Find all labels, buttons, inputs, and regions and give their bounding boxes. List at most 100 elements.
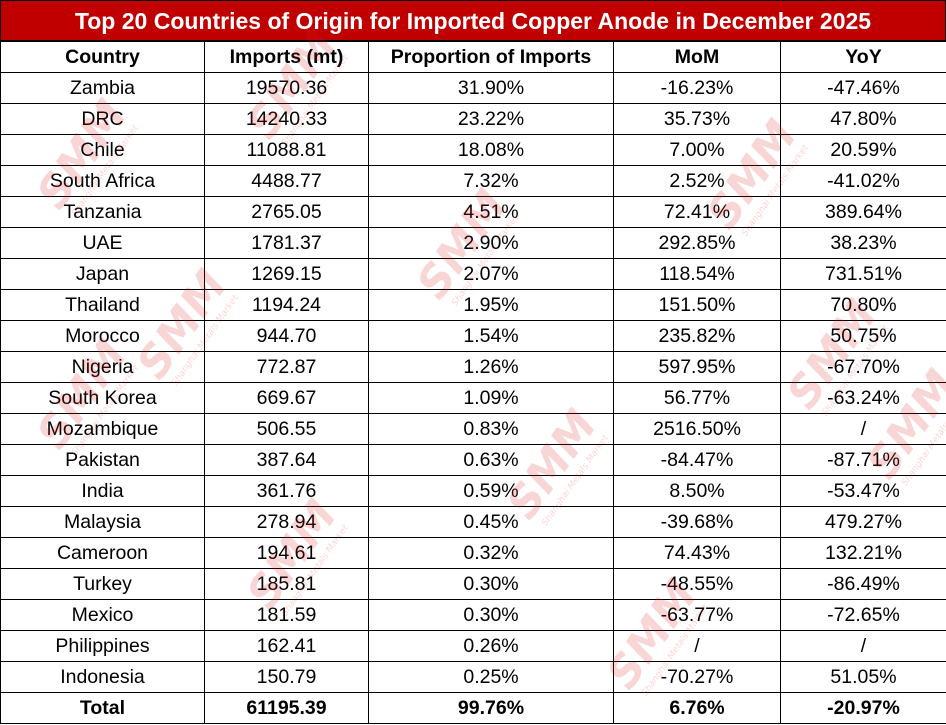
cell-proportion: 7.32% xyxy=(368,165,614,197)
total-mom: 6.76% xyxy=(613,692,781,724)
table-row: Tanzania 2765.05 4.51% 72.41% 389.64% xyxy=(0,196,946,228)
cell-country: Thailand xyxy=(0,289,205,321)
cell-mom: -63.77% xyxy=(613,599,781,631)
cell-mom: 7.00% xyxy=(613,134,781,166)
cell-yoy: 132.21% xyxy=(780,537,946,569)
cell-imports: 4488.77 xyxy=(204,165,369,197)
cell-mom: 2516.50% xyxy=(613,413,781,445)
table-row: UAE 1781.37 2.90% 292.85% 38.23% xyxy=(0,227,946,259)
cell-imports: 361.76 xyxy=(204,475,369,507)
cell-country: Cameroon xyxy=(0,537,205,569)
cell-country: Mexico xyxy=(0,599,205,631)
cell-yoy: / xyxy=(780,630,946,662)
cell-imports: 506.55 xyxy=(204,413,369,445)
cell-proportion: 1.09% xyxy=(368,382,614,414)
cell-proportion: 0.32% xyxy=(368,537,614,569)
cell-proportion: 0.45% xyxy=(368,506,614,538)
cell-mom: -84.47% xyxy=(613,444,781,476)
cell-proportion: 23.22% xyxy=(368,103,614,135)
cell-imports: 2765.05 xyxy=(204,196,369,228)
table-row: Cameroon 194.61 0.32% 74.43% 132.21% xyxy=(0,537,946,569)
cell-country: Chile xyxy=(0,134,205,166)
total-label: Total xyxy=(0,692,205,724)
cell-proportion: 31.90% xyxy=(368,72,614,104)
cell-imports: 669.67 xyxy=(204,382,369,414)
cell-country: Japan xyxy=(0,258,205,290)
cell-imports: 1781.37 xyxy=(204,227,369,259)
cell-proportion: 0.30% xyxy=(368,599,614,631)
cell-mom: 56.77% xyxy=(613,382,781,414)
cell-mom: 74.43% xyxy=(613,537,781,569)
cell-yoy: -47.46% xyxy=(780,72,946,104)
cell-proportion: 0.59% xyxy=(368,475,614,507)
cell-proportion: 1.54% xyxy=(368,320,614,352)
total-imports: 61195.39 xyxy=(204,692,369,724)
data-table: Country Imports (mt) Proportion of Impor… xyxy=(0,41,946,724)
cell-yoy: 51.05% xyxy=(780,661,946,693)
cell-mom: -39.68% xyxy=(613,506,781,538)
table-row: DRC 14240.33 23.22% 35.73% 47.80% xyxy=(0,103,946,135)
cell-proportion: 2.07% xyxy=(368,258,614,290)
cell-yoy: 47.80% xyxy=(780,103,946,135)
cell-country: Turkey xyxy=(0,568,205,600)
table-row: Japan 1269.15 2.07% 118.54% 731.51% xyxy=(0,258,946,290)
cell-imports: 11088.81 xyxy=(204,134,369,166)
column-header-mom: MoM xyxy=(613,41,781,73)
cell-mom: 292.85% xyxy=(613,227,781,259)
cell-proportion: 2.90% xyxy=(368,227,614,259)
table-body: Zambia 19570.36 31.90% -16.23% -47.46% DRC 142… xyxy=(0,72,946,693)
cell-yoy: 479.27% xyxy=(780,506,946,538)
table-row: Chile 11088.81 18.08% 7.00% 20.59% xyxy=(0,134,946,166)
column-header-imports: Imports (mt) xyxy=(204,41,369,73)
cell-yoy: 50.75% xyxy=(780,320,946,352)
cell-imports: 772.87 xyxy=(204,351,369,383)
total-yoy: -20.97% xyxy=(780,692,946,724)
cell-proportion: 0.63% xyxy=(368,444,614,476)
cell-proportion: 1.26% xyxy=(368,351,614,383)
cell-yoy: -53.47% xyxy=(780,475,946,507)
cell-imports: 387.64 xyxy=(204,444,369,476)
table-row: Turkey 185.81 0.30% -48.55% -86.49% xyxy=(0,568,946,600)
cell-imports: 278.94 xyxy=(204,506,369,538)
cell-imports: 162.41 xyxy=(204,630,369,662)
cell-imports: 1194.24 xyxy=(204,289,369,321)
column-header-yoy: YoY xyxy=(780,41,946,73)
cell-yoy: -67.70% xyxy=(780,351,946,383)
cell-yoy: 389.64% xyxy=(780,196,946,228)
column-header-proportion: Proportion of Imports xyxy=(368,41,614,73)
cell-yoy: 20.59% xyxy=(780,134,946,166)
cell-yoy: 70.80% xyxy=(780,289,946,321)
cell-imports: 14240.33 xyxy=(204,103,369,135)
cell-country: Pakistan xyxy=(0,444,205,476)
table-row: South Korea 669.67 1.09% 56.77% -63.24% xyxy=(0,382,946,414)
cell-yoy: -63.24% xyxy=(780,382,946,414)
total-row: Total 61195.39 99.76% 6.76% -20.97% xyxy=(0,692,946,724)
column-header-country: Country xyxy=(0,41,205,73)
cell-mom: 72.41% xyxy=(613,196,781,228)
cell-yoy: -41.02% xyxy=(780,165,946,197)
table-row: Mexico 181.59 0.30% -63.77% -72.65% xyxy=(0,599,946,631)
table-row: Pakistan 387.64 0.63% -84.47% -87.71% xyxy=(0,444,946,476)
cell-mom: 235.82% xyxy=(613,320,781,352)
table-row: Thailand 1194.24 1.95% 151.50% 70.80% xyxy=(0,289,946,321)
table-row: South Africa 4488.77 7.32% 2.52% -41.02% xyxy=(0,165,946,197)
cell-mom: -48.55% xyxy=(613,568,781,600)
cell-country: Mozambique xyxy=(0,413,205,445)
table-row: Philippines 162.41 0.26% / / xyxy=(0,630,946,662)
cell-imports: 181.59 xyxy=(204,599,369,631)
cell-imports: 194.61 xyxy=(204,537,369,569)
cell-mom: 2.52% xyxy=(613,165,781,197)
cell-country: Morocco xyxy=(0,320,205,352)
cell-proportion: 1.95% xyxy=(368,289,614,321)
cell-imports: 19570.36 xyxy=(204,72,369,104)
table-row: Nigeria 772.87 1.26% 597.95% -67.70% xyxy=(0,351,946,383)
cell-country: Nigeria xyxy=(0,351,205,383)
cell-mom: / xyxy=(613,630,781,662)
cell-proportion: 0.30% xyxy=(368,568,614,600)
cell-imports: 1269.15 xyxy=(204,258,369,290)
cell-mom: -70.27% xyxy=(613,661,781,693)
cell-yoy: / xyxy=(780,413,946,445)
table-row: Morocco 944.70 1.54% 235.82% 50.75% xyxy=(0,320,946,352)
cell-imports: 150.79 xyxy=(204,661,369,693)
table-row: Malaysia 278.94 0.45% -39.68% 479.27% xyxy=(0,506,946,538)
